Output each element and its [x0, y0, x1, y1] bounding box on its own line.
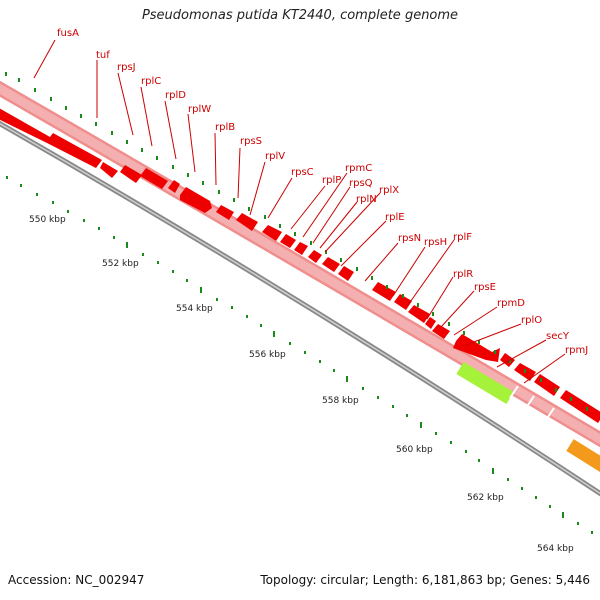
gene-label: rplX	[379, 185, 399, 196]
gene-label: secY	[546, 331, 570, 342]
gene-label: rpsS	[240, 136, 262, 147]
gene-label: rplV	[265, 151, 285, 162]
gene-label: rpsJ	[117, 62, 136, 73]
genome-title: Pseudomonas putida KT2440, complete geno…	[141, 8, 459, 23]
gene-label: rpsN	[398, 233, 421, 244]
gene-label: rplP	[322, 175, 341, 186]
scale-label-group: 550 kbp 552 kbp 554 kbp 556 kbp 558 kbp …	[29, 215, 574, 554]
accession-text: Accession: NC_002947	[8, 573, 145, 587]
gene-label: rpsC	[291, 167, 314, 178]
gene-label: rplF	[453, 232, 472, 243]
gene-label: rpsE	[474, 282, 496, 293]
gene-label: rpmJ	[565, 345, 588, 356]
gene-label: rpsQ	[349, 178, 373, 189]
scale-label: 564 kbp	[537, 544, 574, 554]
genome-summary-text: Topology: circular; Length: 6,181,863 bp…	[260, 573, 590, 587]
gene-label: rpsH	[424, 237, 447, 248]
gene-label: rplC	[141, 76, 161, 87]
scale-label: 562 kbp	[467, 493, 504, 503]
gene-label: rplO	[521, 315, 542, 326]
scale-label: 560 kbp	[396, 445, 433, 455]
gene-label: rpmC	[345, 163, 372, 174]
gene-label: rplW	[188, 104, 211, 115]
scale-label: 550 kbp	[29, 215, 66, 225]
scale-label: 552 kbp	[102, 259, 139, 269]
gene-label: rplB	[215, 122, 235, 133]
gene-label: rplR	[453, 269, 473, 280]
scale-dots	[6, 176, 593, 534]
gene-label: rpmD	[497, 298, 525, 309]
scale-label: 558 kbp	[322, 396, 359, 406]
gene-label: rplN	[356, 194, 377, 205]
gene-label: rplE	[385, 212, 405, 223]
scale-ticks	[5, 72, 588, 411]
label-leaders	[33, 39, 566, 384]
gene-label: rplD	[165, 90, 186, 101]
gene-label: tuf	[96, 50, 110, 61]
highlight-segment-orange	[566, 439, 600, 473]
scale-label: 554 kbp	[176, 304, 213, 314]
gene-label-group: fusA tuf rpsJ rplC rplD rplW rplB rpsS r…	[57, 28, 588, 356]
highlight-segment-green	[456, 361, 514, 405]
scale-label: 556 kbp	[249, 350, 286, 360]
gene-label: fusA	[57, 28, 79, 39]
